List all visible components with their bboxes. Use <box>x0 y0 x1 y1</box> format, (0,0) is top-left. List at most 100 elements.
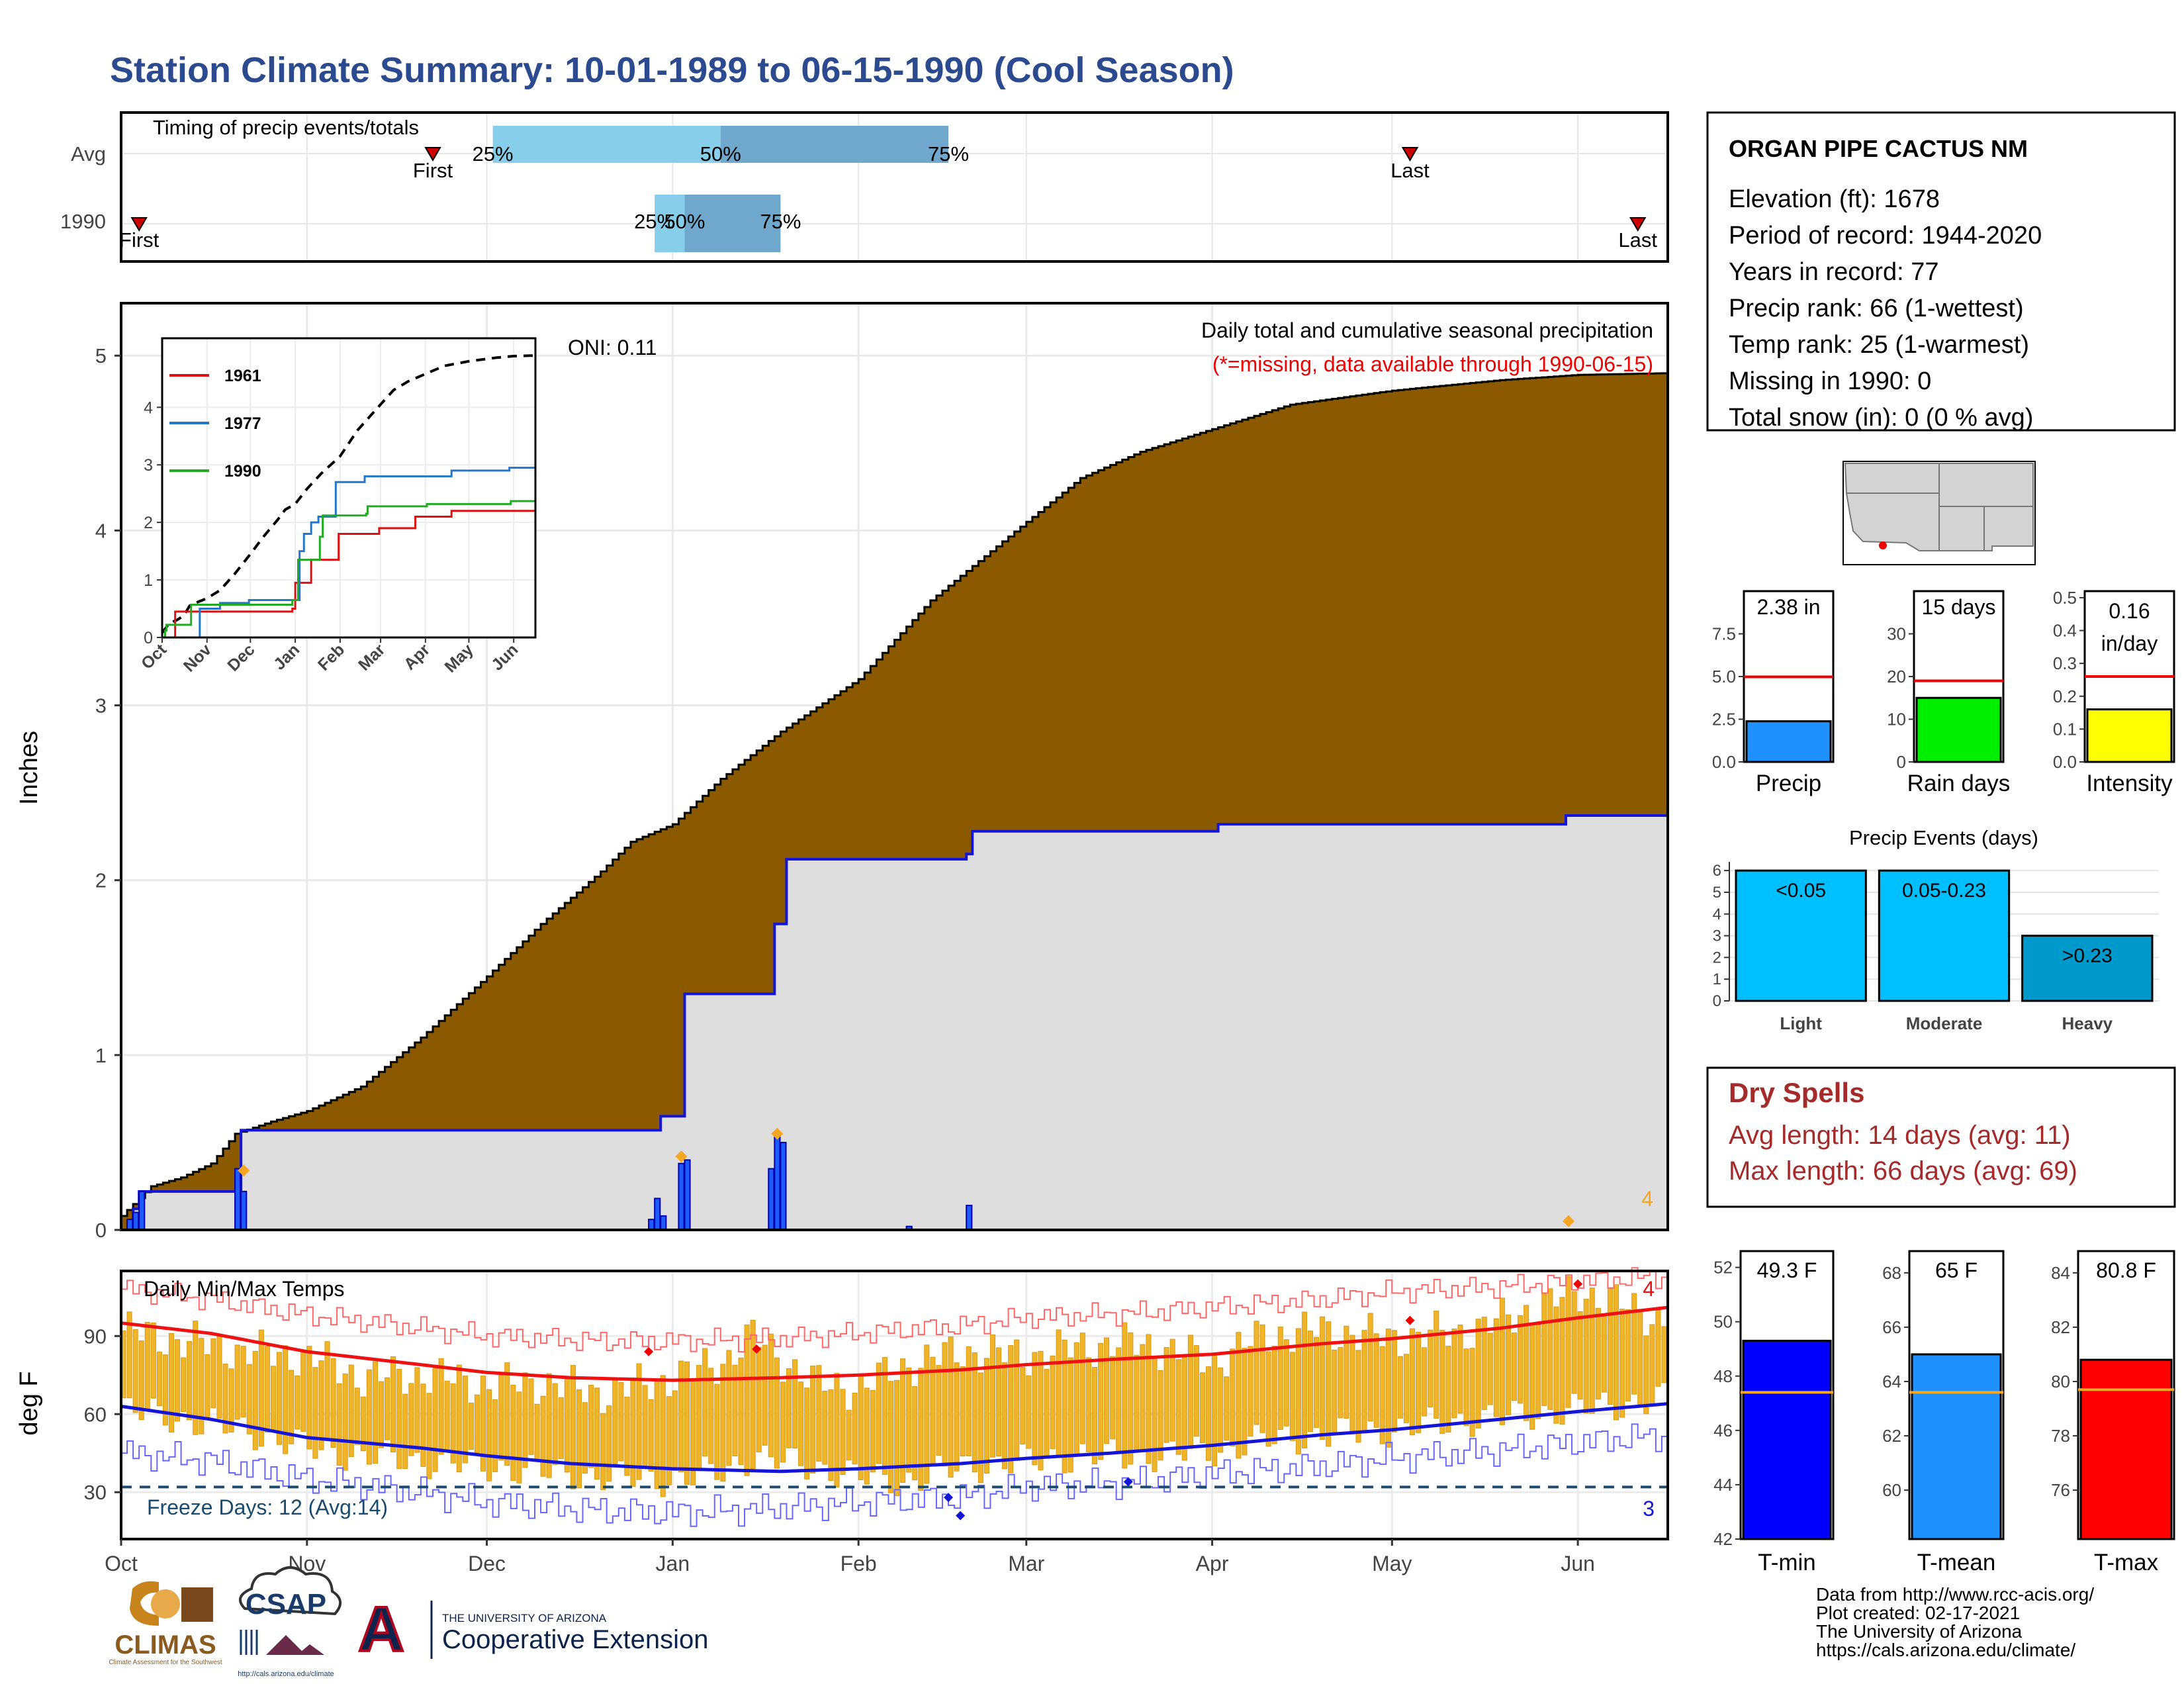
timing-avg-last-label: Last <box>1390 159 1430 182</box>
csap-cloud <box>238 1566 341 1616</box>
dry-spells-title: Dry Spells <box>1729 1077 1864 1108</box>
daily-temp-bar <box>1607 1288 1613 1405</box>
daily-temp-bar <box>289 1370 295 1444</box>
temp-corner-bottom: 3 <box>1643 1497 1655 1521</box>
daily-temp-bar <box>606 1405 612 1482</box>
daily-temp-bar <box>1110 1356 1116 1440</box>
ua-logo: A THE UNIVERSITY OF ARIZONA Cooperative … <box>357 1593 708 1666</box>
tmin-mean-line <box>120 1402 1668 1474</box>
daily-temp-bar <box>126 1311 132 1399</box>
daily-temp-bar <box>852 1392 858 1465</box>
ua-big-text: Cooperative Extension <box>442 1625 708 1654</box>
credit-line-university: The University of Arizona <box>1816 1621 2023 1642</box>
daily-temp-bar <box>510 1385 516 1481</box>
daily-temp-bar <box>1613 1284 1619 1421</box>
totals-ytick-label-precip: 5.0 <box>1712 667 1736 686</box>
temp-record-low-marker <box>956 1511 966 1521</box>
daily-temp-bar <box>1410 1328 1416 1436</box>
daily-temp-bar <box>1026 1375 1032 1449</box>
cumulative-1990-area <box>121 814 1668 1230</box>
daily-temp-bar <box>1218 1367 1224 1453</box>
temp-record-low-marker <box>1123 1477 1133 1487</box>
inset-xtick-label-apr: Apr <box>400 640 433 673</box>
daily-temp-bar <box>822 1390 828 1465</box>
stemp-bar-t-min <box>1742 1339 1832 1540</box>
daily-temp-bar <box>168 1333 175 1433</box>
daily-temp-bar <box>450 1383 456 1464</box>
daily-temp-bar <box>1583 1299 1589 1414</box>
daily-temp-bar <box>1433 1311 1439 1419</box>
inset-legend-label-1990: 1990 <box>224 462 261 481</box>
totals-label-rain-days: Rain days <box>1907 771 2011 796</box>
daily-temp-bar <box>972 1352 978 1473</box>
events-bar-label-heavy: >0.23 <box>2062 945 2113 967</box>
daily-temp-bar <box>780 1382 786 1463</box>
daily-temp-bar <box>558 1397 564 1460</box>
daily-temp-bar <box>366 1369 372 1465</box>
inset-legend-label-1961: 1961 <box>224 367 261 385</box>
totals-ytick-label-precip: 7.5 <box>1712 624 1736 644</box>
stemp-ytick-label-t-max: 84 <box>2051 1263 2070 1283</box>
daily-temp-bar <box>1128 1332 1134 1465</box>
daily-temp-bar <box>1379 1346 1385 1444</box>
stemp-label-t-min: T-min <box>1758 1550 1816 1575</box>
events-category-light: Light <box>1780 1013 1822 1033</box>
daily-temp-bar <box>516 1391 522 1483</box>
inset-legend: 1961 1977 1990 <box>169 367 261 481</box>
daily-precip-bar <box>966 1205 973 1231</box>
inset-series <box>162 467 537 639</box>
daily-temp-bar <box>379 1381 385 1448</box>
timing-avg-q50-label: 50% <box>700 142 741 165</box>
timing-avg-last-marker <box>1401 147 1419 162</box>
daily-temp-bar <box>187 1340 193 1421</box>
inset-xtick-label-may: May <box>441 640 477 676</box>
daily-precip-bar <box>654 1197 661 1231</box>
timing-panel: Timing of precip events/totals Avg 1990 … <box>60 111 1669 263</box>
station-line-missing: Missing in 1990: 0 <box>1729 367 1931 395</box>
inset-ytick-label-3: 3 <box>144 456 153 475</box>
daily-temp-bar <box>989 1335 995 1458</box>
credit-line-url: https://cals.arizona.edu/climate/ <box>1816 1640 2075 1660</box>
events-bar-light <box>1735 869 1867 1002</box>
daily-temp-bar <box>1038 1350 1044 1471</box>
daily-temp-bar <box>1457 1325 1463 1414</box>
daily-temp-bars <box>120 1276 1667 1497</box>
daily-temp-bar <box>738 1357 744 1465</box>
daily-temp-bar <box>193 1321 199 1435</box>
daily-temp-bar <box>1181 1356 1187 1461</box>
precip-ytick-label-2: 2 <box>95 869 107 892</box>
inset-ytick-label-0: 0 <box>144 629 153 647</box>
daily-temp-bar <box>222 1364 228 1434</box>
totals-value-intensity: 0.16 <box>2109 599 2150 623</box>
climas-text: CLIMAS <box>114 1630 216 1660</box>
inset-xtick-label-jan: Jan <box>270 640 303 673</box>
daily-temp-bar <box>864 1387 870 1485</box>
stemp-ytick-label-t-min: 52 <box>1713 1258 1733 1278</box>
daily-temp-bar <box>1541 1293 1547 1407</box>
tmax-mean-line <box>120 1305 1668 1382</box>
daily-temp-bar <box>666 1396 672 1485</box>
stemp-label-t-max: T-max <box>2094 1550 2159 1575</box>
daily-temp-bar <box>1649 1324 1655 1405</box>
temp-record-high-marker <box>752 1344 762 1354</box>
month-label-jan: Jan <box>656 1552 690 1575</box>
events-bar-heavy <box>2021 935 2154 1002</box>
daily-temp-bar <box>1625 1309 1631 1402</box>
daily-temp-bar <box>1020 1367 1026 1445</box>
daily-temp-bar <box>774 1357 780 1469</box>
temp-y-axis: 30 60 90 <box>84 1325 121 1504</box>
inset-ytick-label-2: 2 <box>144 514 153 532</box>
timing-title: Timing of precip events/totals <box>153 116 419 139</box>
daily-temp-bar <box>1002 1362 1008 1470</box>
inset-ytick-label-1: 1 <box>144 571 153 590</box>
daily-temp-bar <box>283 1345 289 1454</box>
daily-temp-bar <box>372 1361 379 1464</box>
precip-missing-marker <box>238 1164 250 1177</box>
credit-line-data: Data from http://www.rcc-acis.org/ <box>1816 1584 2094 1605</box>
daily-temp-bar <box>906 1368 912 1473</box>
daily-temp-bar <box>1493 1318 1499 1417</box>
events-bar-label-moderate: 0.05-0.23 <box>1902 880 1986 902</box>
daily-temp-bar <box>750 1319 756 1470</box>
daily-temp-bar <box>1481 1317 1487 1411</box>
precip-ytick-label-3: 3 <box>95 694 107 718</box>
